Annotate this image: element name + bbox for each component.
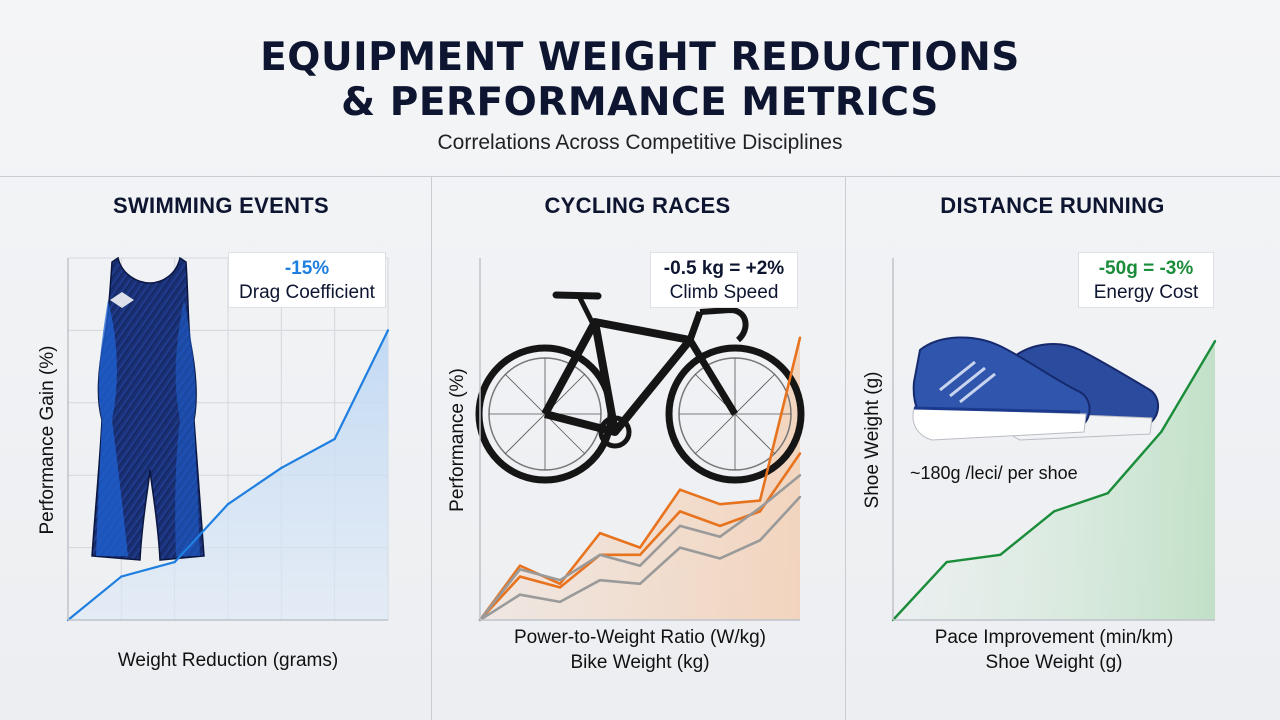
cycling-data-point — [758, 510, 762, 513]
header: EQUIPMENT WEIGHT REDUCTIONS & PERFORMANC… — [0, 0, 1280, 176]
running-callout: -50g = -3% Energy Cost — [1078, 252, 1214, 308]
running-callout-label: Energy Cost — [1093, 282, 1199, 303]
swim-x-label: Weight Reduction (grams) — [117, 650, 339, 671]
cycling-data-point — [798, 495, 802, 499]
cycling-data-point — [518, 575, 522, 578]
cycling-data-point — [518, 593, 522, 596]
cycling-area-fill — [480, 337, 800, 620]
cycling-data-point — [638, 564, 642, 567]
swimsuit-icon — [91, 256, 205, 561]
running-area-layer — [893, 341, 1215, 620]
cycling-data-point — [758, 506, 762, 509]
cycling-data-point — [798, 452, 802, 455]
running-x-label-2: Shoe Weight (g) — [985, 652, 1123, 673]
swim-data-point — [333, 437, 336, 441]
running-area-fill — [893, 341, 1215, 620]
cycling-area-layer — [480, 337, 800, 620]
cycling-data-point — [758, 499, 762, 502]
running-y-label: Shoe Weight (g) — [862, 371, 883, 509]
cycling-data-point — [558, 586, 562, 589]
swim-callout-label: Drag Coefficient — [239, 282, 375, 303]
cycling-data-point — [598, 578, 602, 582]
running-data-point — [1160, 430, 1163, 433]
running-data-point — [1106, 492, 1109, 495]
cycling-callout-label: Climb Speed — [669, 282, 779, 303]
running-data-point — [999, 553, 1002, 557]
panel-title-running: DISTANCE RUNNING — [940, 193, 1165, 218]
header-divider — [0, 176, 1280, 177]
cycling-data-point — [518, 568, 522, 571]
running-marks-layer — [891, 340, 1217, 622]
cycling-data-point — [558, 578, 562, 582]
swim-area-layer — [68, 330, 388, 620]
cycling-data-point — [678, 524, 682, 528]
cycling-data-point — [518, 564, 522, 567]
cycling-callout-value: -0.5 kg = +2% — [663, 258, 785, 279]
running-data-point — [1052, 510, 1056, 513]
panel-divider-1 — [431, 176, 432, 720]
cycling-data-point — [678, 546, 682, 549]
running-x-label: Pace Improvement (min/km) — [934, 627, 1174, 648]
swim-data-point — [173, 560, 176, 564]
cycling-y-label: Performance (%) — [447, 368, 468, 512]
cycling-data-point — [718, 535, 722, 538]
panel-title-cycling: CYCLING RACES — [544, 193, 731, 218]
cycling-data-point — [598, 553, 602, 557]
cycling-x-label: Power-to-Weight Ratio (W/kg) — [514, 627, 766, 648]
cycling-data-point — [718, 502, 722, 506]
cycling-data-point — [718, 557, 722, 560]
cycling-data-point — [798, 336, 802, 339]
swim-data-point — [386, 329, 390, 332]
cycling-data-point — [678, 488, 682, 491]
cycling-data-point — [638, 553, 642, 557]
swim-callout: -15% Drag Coefficient — [228, 252, 386, 308]
running-shoes-icon — [912, 336, 1159, 441]
cycling-data-point — [798, 474, 802, 477]
running-data-point — [1213, 340, 1217, 343]
road-bike-icon — [475, 291, 805, 484]
cycling-callout: -0.5 kg = +2% Climb Speed — [650, 252, 798, 308]
cycling-data-point — [718, 524, 722, 528]
page-title-line-1: EQUIPMENT WEIGHT REDUCTIONS — [260, 35, 1020, 80]
swim-callout-value: -15% — [284, 258, 330, 279]
cycling-data-point — [678, 510, 682, 513]
panel-divider-2 — [845, 176, 846, 720]
running-annotation: ~180g /leci/ per shoe — [910, 463, 1078, 483]
running-data-point — [945, 560, 948, 564]
cycling-data-point — [558, 582, 562, 585]
running-callout-value: -50g = -3% — [1098, 258, 1194, 279]
cycling-data-point — [758, 539, 762, 542]
page-title-line-2: & PERFORMANCE METRICS — [341, 80, 939, 125]
cycling-marks-layer — [478, 336, 802, 622]
swim-area-fill — [68, 330, 388, 620]
cycling-data-point — [558, 600, 562, 604]
panel-title-swimming: SWIMMING EVENTS — [113, 193, 329, 218]
cycling-data-point — [638, 546, 642, 549]
cycling-data-point — [598, 531, 602, 535]
page-subtitle: Correlations Across Competitive Discipli… — [437, 131, 843, 154]
cycling-data-point — [638, 582, 642, 585]
cycling-x-label-2: Bike Weight (kg) — [570, 652, 710, 673]
swim-data-point — [280, 466, 283, 470]
swim-data-point — [120, 575, 123, 578]
swim-data-point — [226, 502, 230, 506]
swim-y-label: Performance Gain (%) — [37, 345, 58, 535]
